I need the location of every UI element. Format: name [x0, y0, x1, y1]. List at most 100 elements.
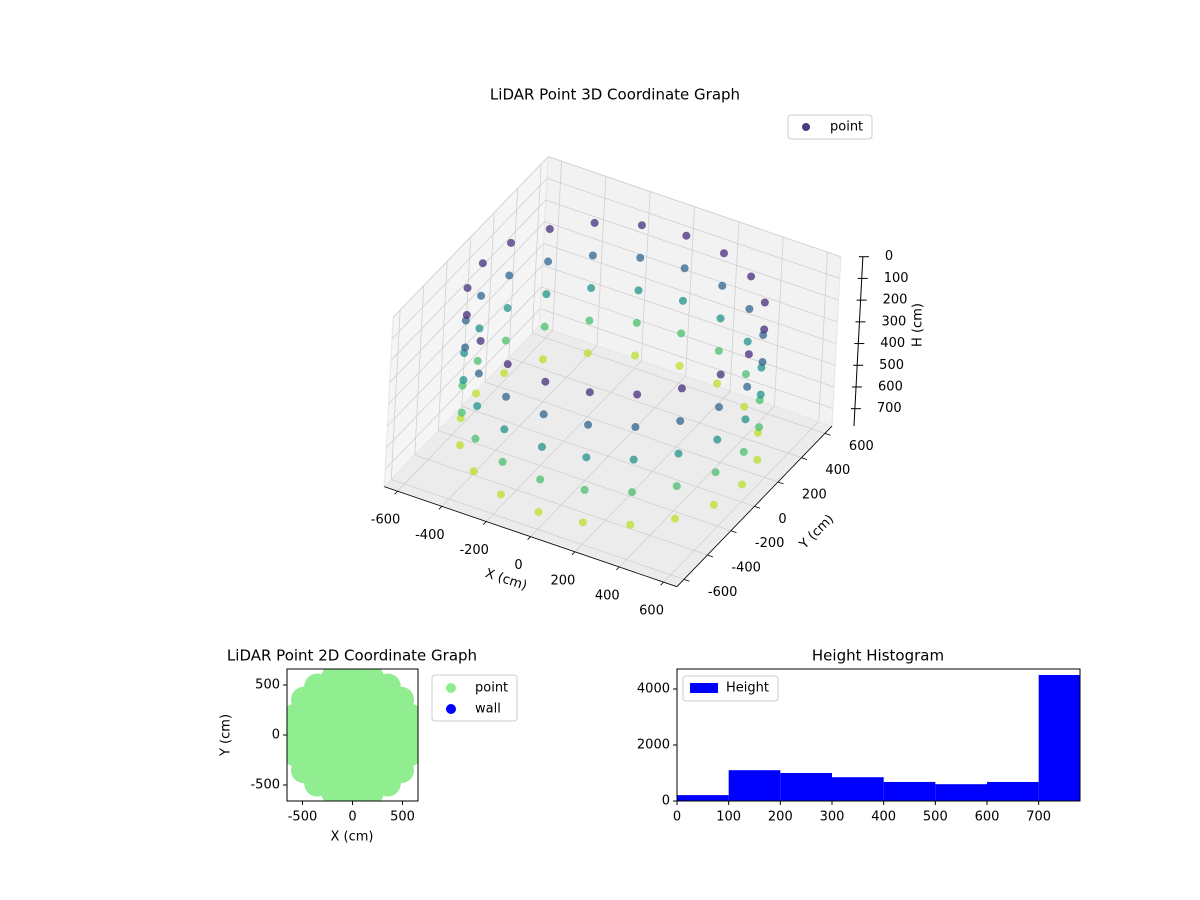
point [739, 447, 748, 456]
x-tick-label: 400 [871, 810, 896, 825]
y-tick-label: -200 [755, 536, 785, 551]
point [672, 482, 681, 491]
point [584, 420, 593, 429]
point [583, 349, 592, 358]
x-tick-label: 0 [348, 810, 356, 825]
bar [728, 770, 781, 801]
point [588, 251, 597, 260]
grid-line [773, 236, 784, 407]
grid-line [818, 252, 828, 422]
y-tick-label: -400 [731, 561, 761, 576]
z-tick-label: 0 [885, 249, 893, 264]
grid-line [532, 332, 826, 434]
bar [987, 781, 1039, 801]
point [678, 296, 687, 305]
z-tick-label: 100 [884, 271, 909, 286]
y-tick-label: -500 [250, 778, 280, 793]
point [456, 441, 465, 450]
point [629, 455, 638, 464]
axes-frame [676, 668, 1081, 802]
point [461, 343, 470, 352]
legend-box [787, 114, 873, 140]
point [631, 423, 640, 432]
y-tick-label: 2000 [637, 737, 670, 752]
tick-mark [660, 581, 664, 586]
point [636, 253, 645, 262]
point [675, 361, 684, 370]
point [585, 388, 594, 397]
point [507, 238, 516, 247]
point [738, 480, 747, 489]
point [587, 284, 596, 293]
z-axis-label: H (cm) [911, 303, 926, 347]
tick-mark [754, 505, 761, 509]
point [582, 453, 591, 462]
z-tick-label: 200 [883, 293, 908, 308]
y-tick-label: 400 [825, 463, 850, 478]
point [709, 500, 718, 509]
y-tick-label: 0 [778, 512, 786, 527]
bar [780, 772, 832, 801]
point [741, 370, 750, 379]
grid-line [414, 454, 708, 556]
point [633, 390, 642, 399]
tick-mark [730, 530, 737, 533]
y-tick-label: 0 [272, 728, 280, 743]
point [500, 369, 509, 378]
grid-line [391, 178, 548, 340]
bar [677, 795, 729, 801]
point [536, 475, 545, 484]
x-tick-label: -200 [459, 543, 489, 558]
x-tick-label: -600 [371, 513, 401, 528]
grid-line [640, 191, 651, 361]
point [459, 376, 468, 385]
x-axis-label: X (cm) [331, 830, 374, 845]
point [715, 403, 724, 412]
point [540, 322, 549, 331]
point [339, 722, 366, 748]
grid-line [390, 309, 401, 480]
point [677, 384, 686, 393]
grid-line [389, 221, 546, 383]
legend-marker [690, 683, 718, 693]
legend-label: Height [726, 681, 769, 696]
point [475, 324, 484, 333]
point [711, 468, 720, 477]
point [626, 520, 635, 529]
point [756, 390, 765, 399]
point [713, 435, 722, 444]
point [463, 283, 472, 292]
point [472, 389, 480, 398]
tick-mark [482, 521, 487, 525]
grid-line [544, 221, 838, 323]
legend-box [682, 675, 779, 702]
x-tick-label: -400 [415, 528, 445, 543]
point [718, 281, 727, 290]
z-tick-label: 400 [880, 336, 905, 351]
grid-line [386, 286, 542, 448]
point [476, 336, 485, 345]
point [590, 218, 599, 227]
point [713, 379, 722, 388]
grid-line [545, 199, 839, 301]
point [740, 402, 749, 411]
grid-line [484, 212, 495, 382]
point [541, 377, 550, 386]
point [682, 231, 691, 240]
point [753, 455, 762, 464]
grid-line [596, 176, 607, 346]
point [741, 415, 750, 424]
legend-marker [446, 683, 456, 693]
x-tick-label: 600 [975, 810, 1000, 825]
tick-mark [438, 506, 443, 510]
grid-line [552, 161, 562, 331]
y-tick-label: -600 [708, 585, 738, 600]
point [473, 402, 482, 411]
grid-line [508, 188, 519, 358]
point [680, 264, 689, 273]
x-tick-label: 100 [716, 810, 741, 825]
chart-title: Height Histogram [812, 647, 944, 665]
tick-mark [616, 566, 620, 571]
point [743, 382, 752, 391]
point [674, 449, 683, 458]
